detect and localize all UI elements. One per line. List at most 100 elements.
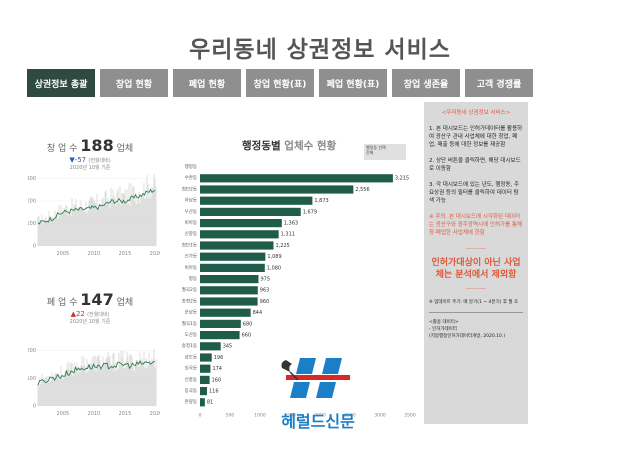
tab-closure-status[interactable]: 폐업 현황 bbox=[173, 69, 241, 97]
bar-value-label: 1,679 bbox=[303, 209, 317, 215]
bar-mark[interactable] bbox=[200, 364, 211, 373]
startup-date-note: 2020년 10월 기준 bbox=[69, 165, 111, 171]
bar-value-label: 3,215 bbox=[395, 176, 409, 182]
bar-value-label: 1,363 bbox=[284, 221, 298, 227]
bar-axis-tick: 2500 bbox=[344, 412, 356, 418]
ts-trend-line bbox=[37, 359, 156, 386]
bar-category-label: 첨단2동 bbox=[182, 185, 197, 192]
bar-chart-title: 행정동별 업체수 현황 bbox=[242, 140, 337, 152]
ts-x-tick: 2010 bbox=[88, 251, 101, 257]
closure-stat-block: 폐 업 수 147 업체 ▲22 (전월대비) 2020년 10월 기준 bbox=[20, 290, 160, 325]
bar-mark[interactable] bbox=[200, 230, 279, 239]
closure-date-note: 2020년 10월 기준 bbox=[69, 319, 111, 325]
tab-closure-table[interactable]: 폐업 현황(표) bbox=[319, 69, 387, 97]
bar-category-label: 임곡동 bbox=[185, 365, 197, 372]
bar-category-label: 본량동 bbox=[185, 398, 197, 405]
bar-value-label: 116 bbox=[209, 389, 219, 395]
ts-x-tick: 2015 bbox=[119, 251, 132, 257]
bar-mark[interactable] bbox=[200, 207, 301, 216]
ts-x-tick: 2015 bbox=[119, 411, 132, 417]
bar-category-label: 우산동 bbox=[185, 208, 197, 215]
ts-y-tick: 100 bbox=[28, 221, 36, 227]
bar-category-label: 첨단1동 bbox=[182, 241, 197, 248]
bar-mark[interactable] bbox=[200, 286, 258, 295]
bar-value-label: 81 bbox=[207, 400, 213, 406]
info-source-item: - 인허가데이터 bbox=[429, 327, 457, 332]
bar-category-label: 송정1동 bbox=[182, 342, 197, 349]
info-item-2: 2. 상단 버튼을 클릭하면, 해당 대시보드로 이동함 bbox=[429, 158, 521, 172]
bar-mark[interactable] bbox=[200, 241, 274, 250]
bar-category-label: 비아동 bbox=[185, 219, 197, 226]
bar-category-label: 신흥동 bbox=[185, 376, 197, 383]
info-separator bbox=[429, 312, 523, 313]
ts-x-tick: 2005 bbox=[56, 251, 69, 257]
closure-change-value: ▲22 bbox=[70, 310, 85, 318]
bar-category-label: 신가동 bbox=[185, 253, 197, 260]
bar-value-label: 960 bbox=[260, 299, 270, 305]
bar-axis-tick: 2000 bbox=[314, 412, 326, 418]
bar-value-label: 1,080 bbox=[267, 265, 281, 271]
startup-change-note: (전월대비) bbox=[88, 158, 111, 164]
bar-mark[interactable] bbox=[200, 308, 251, 317]
bar-mark[interactable] bbox=[200, 353, 212, 362]
closure-count-label: 폐 업 수 bbox=[46, 298, 78, 308]
startup-stat-block: 창 업 수 188 업체 ▼-57 (전월대비) 2020년 10월 기준 bbox=[20, 136, 160, 171]
bar-mark[interactable] bbox=[200, 375, 210, 384]
bar-category-label: 평동 bbox=[189, 275, 197, 282]
bar-mark[interactable] bbox=[200, 196, 313, 205]
info-divider-top: ---------- bbox=[466, 246, 486, 252]
bar-axis-tick: 0 bbox=[199, 412, 202, 418]
closure-change-note: (전월대비) bbox=[87, 312, 110, 318]
ts-y-tick: 200 bbox=[28, 348, 36, 354]
bar-mark[interactable] bbox=[200, 275, 259, 284]
bar-value-label: 1,311 bbox=[281, 232, 295, 238]
bar-mark[interactable] bbox=[200, 263, 265, 272]
tab-startup-survival[interactable]: 창업 생존율 bbox=[392, 69, 460, 97]
bar-axis-tick: 500 bbox=[226, 412, 235, 418]
ts-x-tick: 2005 bbox=[56, 411, 69, 417]
info-source-title: <활용 데이터> bbox=[429, 320, 459, 325]
tab-startup-status[interactable]: 창업 현황 bbox=[100, 69, 168, 97]
info-update-note: ※ 업데이트 주기: 매 분기(1 ~ 4분기) 후 월 초 bbox=[429, 300, 519, 305]
bar-value-label: 174 bbox=[212, 366, 222, 372]
tab-customer-competition[interactable]: 고객 경쟁률 bbox=[465, 69, 533, 97]
bar-value-label: 963 bbox=[260, 288, 270, 294]
info-panel: <우리동네 상권정보 서비스> 1. 본 대시보드는 인허가데이터를 활용하여 … bbox=[424, 102, 528, 424]
info-callout: 인허가대상이 아닌 사업체는 분석에서 제외함 bbox=[431, 258, 521, 280]
bar-category-label: 운남동 bbox=[185, 309, 197, 316]
bar-mark[interactable] bbox=[200, 174, 393, 183]
bar-mark[interactable] bbox=[200, 297, 258, 306]
bar-mark[interactable] bbox=[200, 185, 354, 194]
ts-x-tick: 2020 bbox=[150, 411, 160, 417]
bar-mark[interactable] bbox=[200, 252, 266, 261]
ts-trend-line bbox=[37, 188, 156, 225]
bar-category-label: 신창동 bbox=[185, 230, 197, 237]
bar-value-label: 660 bbox=[242, 333, 252, 339]
info-divider-bottom: ---------- bbox=[466, 286, 486, 292]
bar-value-label: 1,873 bbox=[314, 198, 328, 204]
startup-trend-chart: 0 100 200 300 2005 2010 2015 2020 bbox=[28, 170, 160, 266]
bar-axis-tick: 1000 bbox=[254, 412, 266, 418]
bar-mark[interactable] bbox=[200, 219, 282, 228]
tab-commercial-summary[interactable]: 상권정보 총괄 bbox=[27, 69, 95, 97]
bar-mark[interactable] bbox=[200, 342, 221, 351]
bar-mark[interactable] bbox=[200, 331, 240, 340]
bar-axis-tick: 3000 bbox=[374, 412, 386, 418]
bar-mark[interactable] bbox=[200, 387, 207, 396]
startup-change-value: ▼-57 bbox=[69, 156, 87, 164]
bar-mark[interactable] bbox=[200, 319, 241, 328]
bar-value-label: 160 bbox=[212, 377, 222, 383]
bar-category-label: 삼도동 bbox=[185, 353, 197, 360]
ts-y-tick: 0 bbox=[33, 404, 36, 410]
district-bar-panel: 행정동별 업체수 현황 행정동 선택 전체 행정동 수완동 3,215 첨단2동 2,5… bbox=[172, 130, 424, 425]
startup-count-label: 창 업 수 bbox=[46, 144, 78, 154]
district-filter-dropdown[interactable]: 행정동 선택 전체 bbox=[364, 144, 406, 160]
bar-category-label: 도산동 bbox=[185, 331, 197, 338]
ts-x-tick: 2010 bbox=[88, 411, 101, 417]
bar-category-label: 월곡2동 bbox=[182, 286, 197, 293]
tab-startup-table[interactable]: 창업 현황(표) bbox=[246, 69, 314, 97]
bar-category-label: 월곡1동 bbox=[182, 320, 197, 327]
bar-mark[interactable] bbox=[200, 398, 205, 407]
info-heading: <우리동네 상권정보 서비스> bbox=[441, 110, 511, 116]
bar-category-label: 비아동 bbox=[185, 264, 197, 271]
